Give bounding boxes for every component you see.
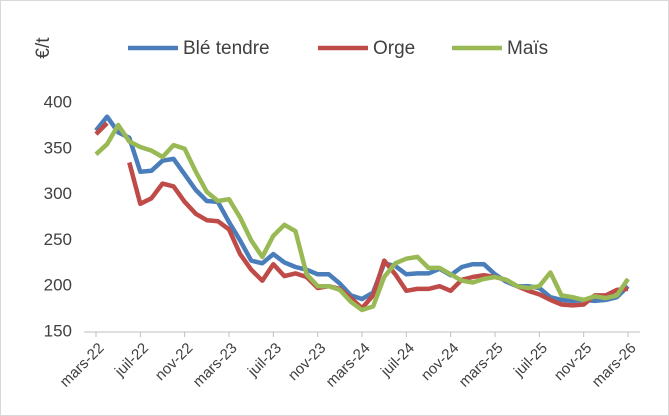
- legend-label: Maïs: [507, 38, 548, 59]
- y-tick-label: 250: [44, 230, 72, 249]
- y-tick-label: 300: [44, 184, 72, 203]
- y-tick-label: 200: [44, 276, 72, 295]
- y-axis-label: €/t: [33, 37, 54, 59]
- legend-label: Orge: [373, 38, 415, 59]
- y-tick-label: 350: [44, 138, 72, 157]
- y-tick-label: 400: [44, 92, 72, 111]
- series-line: [94, 121, 629, 311]
- series-line: [94, 122, 630, 313]
- y-tick-label: 150: [44, 321, 72, 340]
- legend-label: Blé tendre: [183, 38, 270, 59]
